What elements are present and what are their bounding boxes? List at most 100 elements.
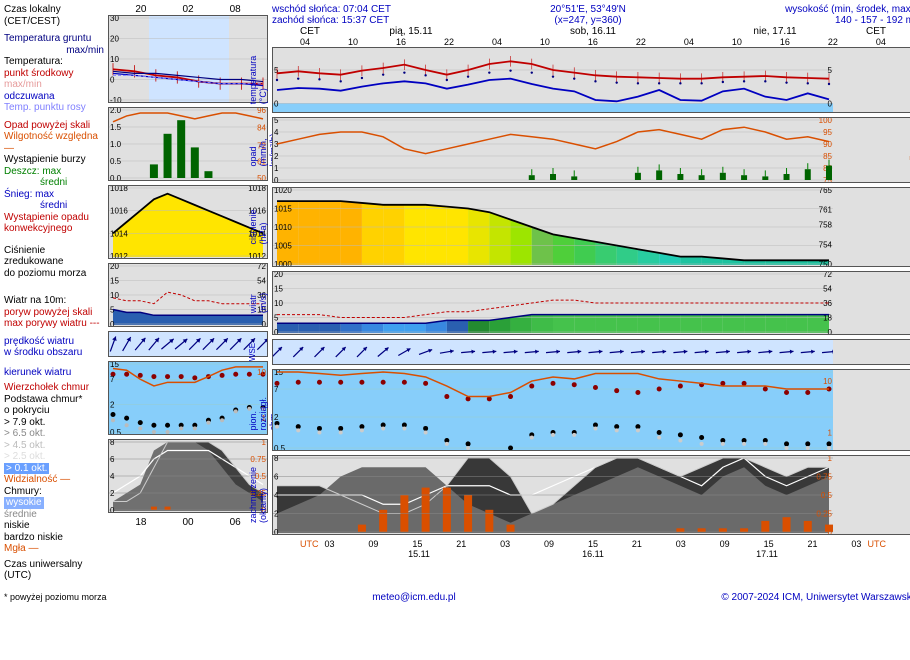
svg-text:5: 5	[828, 66, 833, 75]
svg-text:5: 5	[274, 118, 279, 125]
cet-r: CET	[866, 26, 886, 37]
svg-text:15: 15	[110, 362, 119, 369]
svg-text:6: 6	[110, 455, 115, 464]
svg-text:20: 20	[110, 35, 119, 44]
utc-r: UTC	[868, 539, 887, 549]
svg-text:0: 0	[110, 76, 115, 85]
d3: nie, 17.11	[684, 26, 866, 37]
short-press-panel: 10121014101610181012101410161018	[108, 185, 268, 259]
legend-cm: średnie	[4, 509, 104, 521]
legend-cloud: Chmury:	[4, 486, 104, 498]
svg-text:85: 85	[823, 152, 832, 161]
svg-text:15: 15	[110, 277, 119, 286]
svg-text:0: 0	[828, 328, 833, 334]
long-x-bot: UTC 03091521030915210309152103 UTC	[300, 539, 886, 549]
ylab-dir-l: WSE	[248, 343, 257, 361]
svg-text:72: 72	[823, 272, 832, 279]
svg-text:0: 0	[262, 320, 267, 326]
svg-text:20: 20	[274, 272, 283, 279]
long-okt-panel: 0246800.250.50.751	[272, 455, 910, 535]
svg-text:0: 0	[828, 528, 833, 534]
svg-text:2: 2	[274, 510, 279, 519]
svg-text:1018: 1018	[110, 186, 128, 193]
svg-text:765: 765	[819, 188, 833, 195]
svg-text:0: 0	[828, 99, 833, 108]
legend-utc: Czas uniwersalny (UTC)	[4, 559, 104, 582]
svg-text:1012: 1012	[110, 252, 128, 258]
alt2: 140 - 157 - 192 m	[785, 15, 910, 26]
svg-text:1014: 1014	[110, 229, 128, 238]
svg-text:1000: 1000	[274, 260, 292, 266]
svg-text:0: 0	[110, 320, 115, 326]
short-dir-panel	[108, 331, 268, 357]
svg-text:15: 15	[274, 285, 283, 294]
header-row: wschód słońca: 07:04 CET zachód słońca: …	[272, 4, 910, 26]
long-x-top: 04101622041016220410162204	[300, 37, 886, 47]
svg-text:7: 7	[274, 385, 279, 394]
legend-wg: max porywy wiatru ---	[4, 318, 104, 330]
svg-text:30: 30	[110, 16, 119, 23]
svg-text:100: 100	[819, 118, 833, 125]
foot-mail[interactable]: meteo@icm.edu.pl	[372, 592, 456, 603]
svg-text:54: 54	[257, 277, 266, 286]
svg-text:1016: 1016	[110, 207, 128, 216]
legend-cb: Podstawa chmur*	[4, 394, 104, 406]
legend-tg: Temperatura gruntu	[4, 33, 104, 45]
legend-tg2: max/min	[4, 45, 104, 57]
legend-storm: Wystąpienie burzy	[4, 154, 104, 166]
short-x-top: 200208	[108, 4, 268, 15]
d2: sob, 16.11	[502, 26, 684, 37]
legend-temp: Temperatura:	[4, 56, 104, 68]
svg-text:0: 0	[274, 328, 279, 334]
legend-hum: Wilgotność względna —	[4, 131, 104, 154]
svg-text:1: 1	[274, 164, 279, 173]
short-cloud-panel: 0.52715110100	[108, 361, 268, 435]
svg-text:1: 1	[262, 440, 267, 447]
legend-feel: odczuwana	[4, 91, 104, 103]
ylab-okt-l: zachmurzenie(oktanty)	[248, 467, 268, 523]
long-temp-panel: 0505	[272, 47, 910, 113]
legend-rain: Deszcz: max	[4, 166, 104, 178]
legend-snow: Śnieg: max	[4, 189, 104, 201]
long-cloud-panel: 0.52715110100	[272, 369, 910, 451]
svg-text:6: 6	[274, 473, 279, 482]
utc-l: UTC	[300, 539, 319, 549]
svg-text:15: 15	[274, 370, 283, 377]
legend-snow2: średni	[4, 200, 104, 212]
legend-rain2: średni	[4, 177, 104, 189]
svg-text:10: 10	[274, 299, 283, 308]
xy: (x=247, y=360)	[550, 15, 626, 26]
svg-text:2: 2	[110, 400, 115, 409]
long-wind-panel: 05101520018365472	[272, 271, 910, 335]
footer: * powyżej poziomu morza meteo@icm.edu.pl…	[4, 592, 910, 603]
svg-text:0.75: 0.75	[250, 455, 266, 464]
svg-text:1015: 1015	[274, 205, 292, 214]
svg-text:96: 96	[257, 108, 266, 115]
svg-text:0.5: 0.5	[110, 157, 122, 166]
svg-text:0.5: 0.5	[821, 491, 833, 500]
svg-text:0.0: 0.0	[110, 174, 122, 180]
alt: wysokość (min, środek, max)	[785, 4, 910, 15]
legend-conv: Wystąpienie opadu	[4, 212, 104, 224]
svg-text:20: 20	[110, 264, 119, 271]
svg-text:72: 72	[257, 264, 266, 271]
legend-over: Opad powyżej skali	[4, 120, 104, 132]
d1: pią, 15.11	[320, 26, 502, 37]
svg-text:1018: 1018	[248, 186, 266, 193]
legend-press2: zredukowane	[4, 256, 104, 268]
svg-text:1.0: 1.0	[110, 140, 122, 149]
legend-press: Ciśnienie	[4, 245, 104, 257]
svg-text:0: 0	[274, 176, 279, 182]
legend-ch: wysokie	[4, 497, 104, 509]
sunset: zachód słońca: 15:37 CET	[272, 15, 391, 26]
svg-text:0: 0	[274, 99, 279, 108]
svg-text:761: 761	[819, 206, 833, 215]
long-rain-panel: 0123457580859095100	[272, 117, 910, 183]
svg-text:0.5: 0.5	[274, 444, 286, 450]
svg-text:1: 1	[828, 456, 833, 463]
svg-text:8: 8	[110, 440, 115, 447]
legend-wind: Wiatr na 10m:	[4, 295, 104, 307]
svg-text:4: 4	[274, 128, 279, 137]
legend-o2: > 6.5 okt.	[4, 428, 104, 440]
svg-text:1012: 1012	[248, 252, 266, 258]
